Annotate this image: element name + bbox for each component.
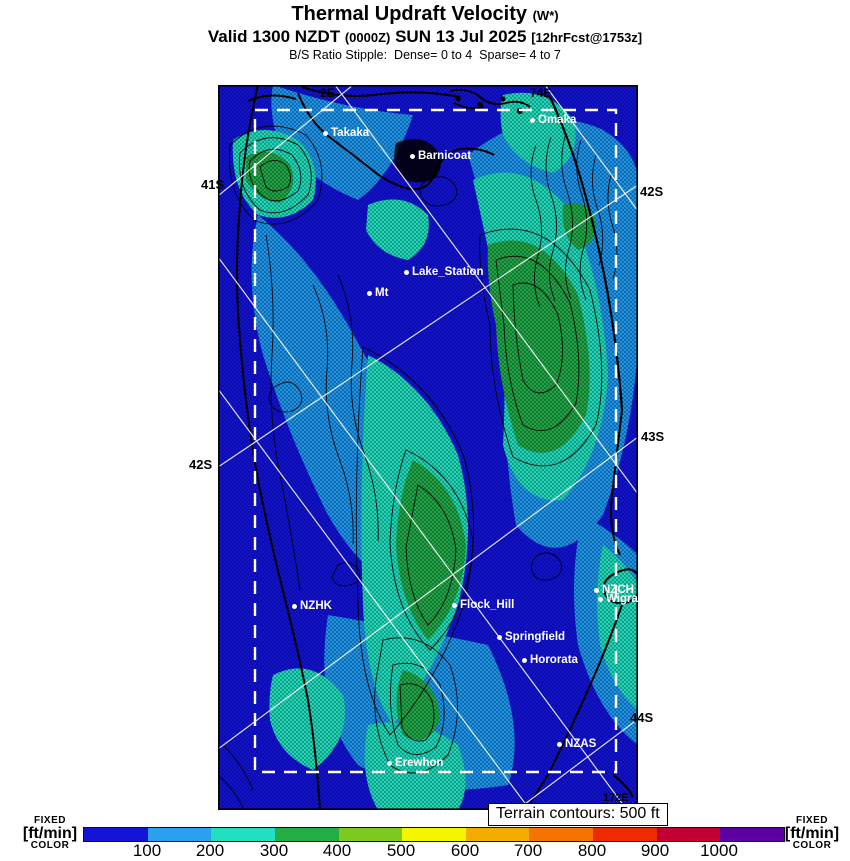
colorbar-segment bbox=[274, 828, 339, 841]
colorbar-tick: 500 bbox=[386, 841, 416, 860]
fixed-label: FIXED bbox=[796, 815, 828, 826]
lat-label-44s: 44S bbox=[630, 710, 654, 725]
fixed-label: FIXED bbox=[34, 815, 66, 826]
terrain-contours bbox=[218, 125, 618, 810]
colorbar-segment bbox=[656, 828, 721, 841]
domain-boundary bbox=[253, 108, 618, 774]
valid-forecast-tag: [12hrFcst@1753z] bbox=[531, 30, 643, 45]
colorbar-segment bbox=[529, 828, 594, 841]
lat-label-42s-left: 42S bbox=[189, 457, 213, 472]
unit-label: [ft/min] bbox=[22, 825, 78, 842]
colorbar-segment bbox=[84, 828, 148, 841]
colorbar-legend-left: FIXED [ft/min] COLOR bbox=[12, 816, 88, 851]
colorbar-segment bbox=[211, 828, 275, 841]
valid-line: Valid 1300 NZDT (0000Z) SUN 13 Jul 2025 … bbox=[0, 27, 850, 47]
colorbar-segment bbox=[147, 828, 212, 841]
stipple-note: B/S Ratio Stipple: Dense= 0 to 4 Sparse=… bbox=[289, 48, 561, 62]
colorbar-segment bbox=[720, 828, 785, 841]
title-unit: (W*) bbox=[532, 8, 559, 23]
colorbar bbox=[83, 827, 785, 842]
colorbar-tick: 1000 bbox=[700, 841, 738, 860]
lat-label-43s: 43S bbox=[641, 429, 665, 444]
colorbar-tick: 300 bbox=[259, 841, 289, 860]
colorbar-tick: 800 bbox=[577, 841, 607, 860]
page-title: Thermal Updraft Velocity (W*) bbox=[0, 3, 850, 26]
color-label: COLOR bbox=[792, 840, 832, 851]
graticule bbox=[218, 85, 638, 810]
updraft-map bbox=[218, 85, 638, 810]
colorbar-tick: 100 bbox=[132, 841, 162, 860]
stipple-overlay bbox=[218, 85, 638, 810]
colorbar-tick: 700 bbox=[513, 841, 543, 860]
title-text: Thermal Updraft Velocity bbox=[291, 3, 528, 25]
colorbar-tick: 200 bbox=[195, 841, 225, 860]
header: Thermal Updraft Velocity (W*) Valid 1300… bbox=[0, 3, 850, 62]
color-label: COLOR bbox=[30, 840, 70, 851]
colorbar-tick: 400 bbox=[322, 841, 352, 860]
valid-prefix: Valid 1300 NZDT bbox=[207, 27, 345, 46]
colorbar-segment bbox=[593, 828, 657, 841]
valid-date: SUN 13 Jul 2025 bbox=[390, 27, 532, 46]
colorbar-segment bbox=[402, 828, 466, 841]
lat-label-42s-right: 42S bbox=[640, 184, 664, 199]
colorbar-legend-right: FIXED [ft/min] COLOR bbox=[776, 816, 848, 851]
colorbar-tick: 600 bbox=[450, 841, 480, 860]
valid-zulu: (0000Z) bbox=[344, 30, 391, 45]
colorbar-tick: 900 bbox=[640, 841, 670, 860]
unit-label: [ft/min] bbox=[784, 825, 840, 842]
colorbar-segment bbox=[338, 828, 403, 841]
colorbar-segment bbox=[465, 828, 530, 841]
terrain-contours-note: Terrain contours: 500 ft bbox=[488, 803, 668, 826]
map-frame bbox=[218, 85, 638, 810]
lat-label-41s: 41S bbox=[201, 177, 225, 192]
